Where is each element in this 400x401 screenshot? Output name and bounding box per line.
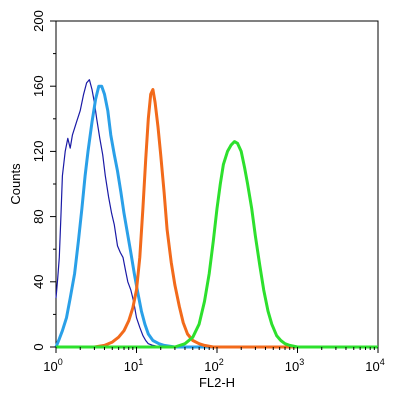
x-tick-exponent: 2 — [219, 357, 224, 367]
x-tick-label: 103 — [285, 357, 304, 374]
x-axis-ticks: 100 101 102 103 104 — [43, 347, 385, 374]
x-tick-exponent: 4 — [380, 357, 385, 367]
y-tick-label: 40 — [31, 275, 46, 289]
y-axis-label: Counts — [8, 163, 23, 205]
series-line-1 — [55, 79, 378, 348]
series-line-4 — [56, 140, 378, 349]
y-tick-label: 160 — [31, 75, 46, 97]
series-line-2 — [54, 84, 378, 349]
y-tick-label: 120 — [31, 141, 46, 163]
y-axis-ticks: 0 40 80 120 160 200 — [31, 10, 56, 351]
y-tick-label: 200 — [31, 10, 46, 32]
x-tick-label: 101 — [124, 357, 143, 374]
y-tick-label: 0 — [31, 343, 46, 350]
x-tick-label: 100 — [43, 357, 62, 374]
plot-frame — [55, 20, 379, 348]
x-tick-label: 104 — [365, 357, 384, 374]
y-tick-label: 80 — [31, 209, 46, 223]
x-tick-label: 102 — [204, 357, 223, 374]
series-layer — [54, 79, 378, 349]
series-line-3 — [56, 88, 378, 349]
x-tick-exponent: 0 — [58, 357, 63, 367]
x-tick-exponent: 3 — [299, 357, 304, 367]
x-axis-label: FL2-H — [199, 375, 235, 390]
x-tick-exponent: 1 — [138, 357, 143, 367]
